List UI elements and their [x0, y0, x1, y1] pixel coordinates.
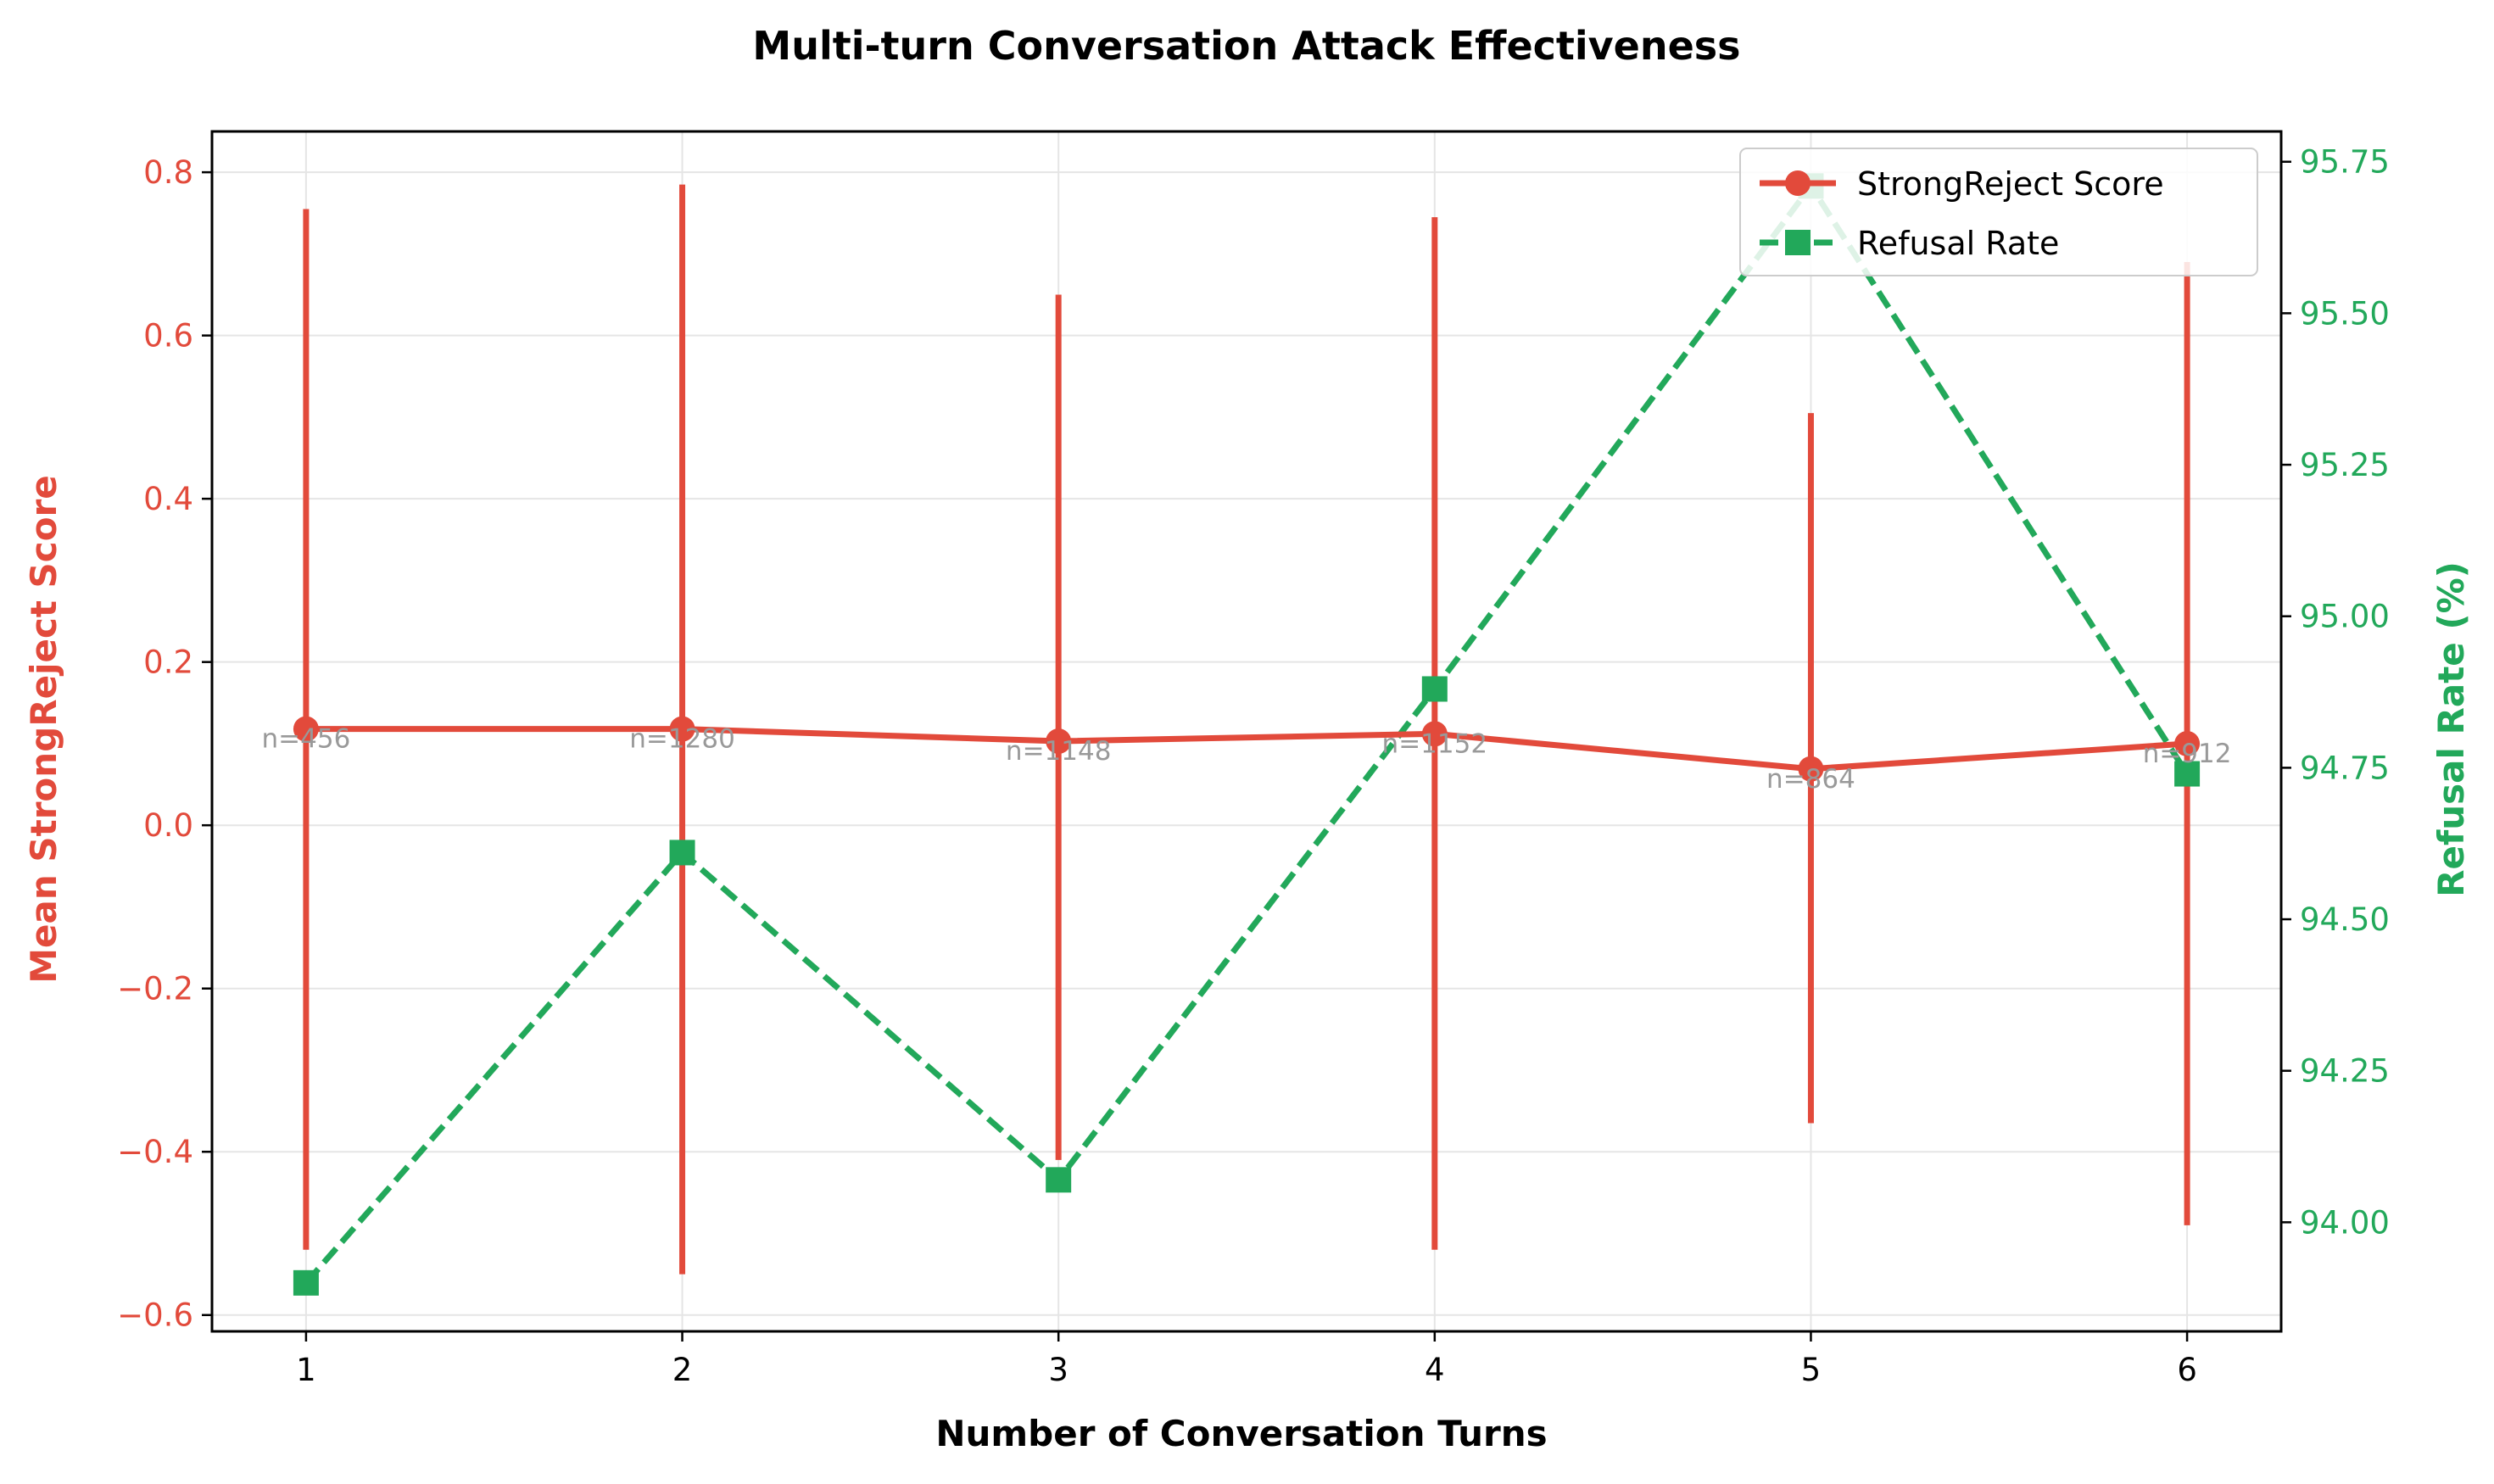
score-point	[1421, 721, 1448, 747]
sample-size-label: n=1280	[629, 724, 735, 755]
sample-size-label: n=1152	[1382, 728, 1488, 759]
sample-size-label: n=1148	[1006, 736, 1112, 767]
score-point	[2174, 730, 2201, 756]
legend: StrongReject Score Refusal Rate	[1739, 148, 2258, 276]
score-point	[1046, 728, 1072, 755]
chart-title: Multi-turn Conversation Attack Effective…	[752, 23, 1740, 69]
score-point	[1798, 756, 1824, 782]
y-left-tick-label: 0.4	[143, 481, 193, 517]
y-axis-left-ticks: −0.6 −0.4 −0.2 0.0 0.2 0.4 0.6 0.8	[117, 154, 212, 1334]
y-left-tick-label: −0.6	[117, 1297, 193, 1334]
refusal-point	[293, 1269, 319, 1296]
legend-label-score: StrongReject Score	[1857, 165, 2164, 203]
sample-size-label: n=912	[2143, 739, 2232, 769]
x-tick-label: 4	[1425, 1352, 1445, 1388]
series-layer	[293, 173, 2201, 1296]
y-left-tick-label: −0.4	[117, 1134, 193, 1170]
y-axis-left-label: Mean StrongReject Score	[23, 475, 64, 984]
x-axis-ticks: 1 2 3 4 5 6	[296, 1331, 2197, 1388]
refusal-point	[1046, 1167, 1072, 1193]
legend-label-refusal: Refusal Rate	[1857, 225, 2059, 262]
y-right-tick-label: 94.50	[2300, 901, 2390, 938]
x-tick-label: 2	[672, 1352, 693, 1388]
sample-size-label: n=456	[262, 724, 351, 755]
y-left-tick-label: 0.6	[143, 318, 193, 354]
x-axis-label: Number of Conversation Turns	[935, 1413, 1547, 1454]
sample-size-label: n=864	[1766, 764, 1855, 795]
x-tick-label: 1	[296, 1352, 316, 1388]
y-left-tick-label: −0.2	[117, 971, 193, 1007]
y-axis-right-label: Refusal Rate (%)	[2430, 561, 2472, 897]
legend-marker-refusal	[1785, 230, 1811, 255]
sample-size-labels: n=456 n=1280 n=1148 n=1152 n=864 n=912	[262, 724, 2232, 795]
y-right-tick-label: 95.75	[2300, 144, 2390, 181]
plot-frame	[210, 130, 2283, 1333]
score-line	[305, 726, 2188, 773]
refusal-rate-line	[304, 182, 2190, 1286]
y-right-tick-label: 94.00	[2300, 1204, 2390, 1241]
y-right-tick-label: 95.25	[2300, 447, 2390, 483]
score-point	[669, 716, 695, 742]
y-left-tick-label: 0.2	[143, 644, 193, 681]
y-axis-right-ticks: 94.00 94.25 94.50 94.75 95.00 95.25 95.50 95.75	[2281, 144, 2390, 1241]
refusal-point	[1421, 676, 1448, 702]
y-right-tick-label: 94.25	[2300, 1053, 2390, 1090]
y-left-tick-label: 0.0	[143, 807, 193, 844]
score-point	[293, 716, 319, 742]
refusal-point	[2174, 761, 2201, 787]
y-right-tick-label: 95.00	[2300, 599, 2390, 635]
y-left-tick-label: 0.8	[143, 154, 193, 191]
y-right-tick-label: 95.50	[2300, 295, 2390, 332]
legend-marker-score	[1785, 170, 1811, 196]
x-tick-label: 6	[2177, 1352, 2197, 1388]
legend-box	[1739, 148, 2258, 276]
x-tick-label: 3	[1048, 1352, 1068, 1388]
refusal-point	[669, 840, 695, 866]
y-right-tick-label: 94.75	[2300, 750, 2390, 786]
x-tick-label: 5	[1801, 1352, 1822, 1388]
